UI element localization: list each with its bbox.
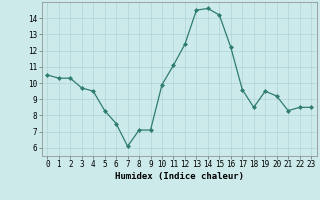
X-axis label: Humidex (Indice chaleur): Humidex (Indice chaleur) xyxy=(115,172,244,181)
